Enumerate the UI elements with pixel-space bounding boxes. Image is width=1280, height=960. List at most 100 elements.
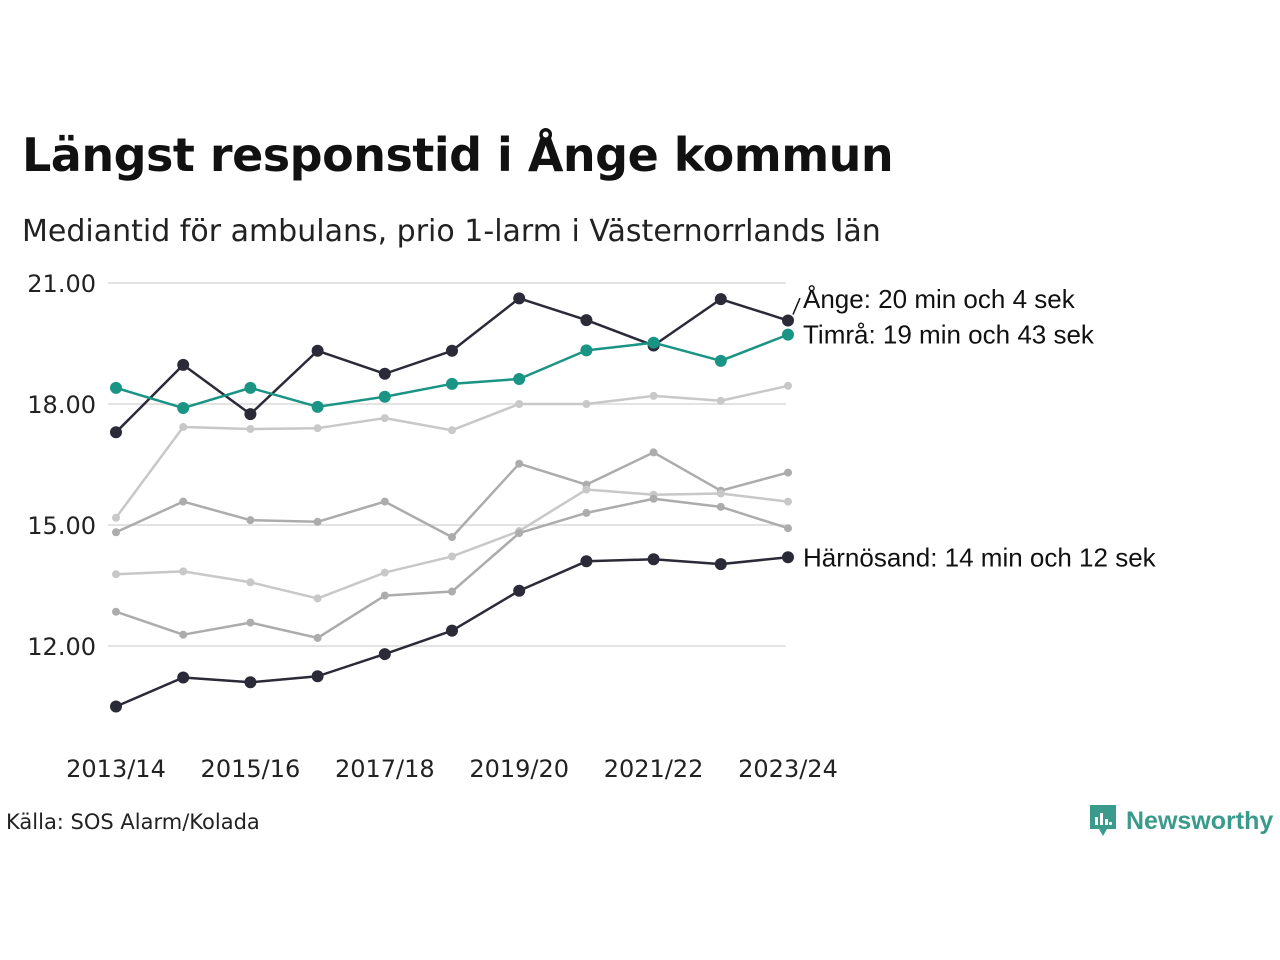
data-point bbox=[784, 524, 792, 533]
data-point bbox=[311, 400, 324, 413]
data-point bbox=[313, 594, 322, 603]
data-point bbox=[179, 497, 188, 506]
brand-logo: Newsworthy bbox=[1088, 803, 1273, 839]
data-point bbox=[380, 414, 389, 423]
data-point bbox=[380, 568, 389, 577]
page-subtitle: Mediantid för ambulans, prio 1-larm i Vä… bbox=[22, 214, 881, 249]
data-point bbox=[112, 570, 120, 579]
series-timrå bbox=[110, 328, 794, 415]
data-point bbox=[716, 502, 725, 511]
data-point bbox=[378, 367, 391, 380]
x-tick-label: 2023/24 bbox=[738, 755, 838, 783]
x-tick-label: 2019/20 bbox=[469, 755, 569, 783]
data-point bbox=[782, 314, 794, 327]
x-tick-label: 2015/16 bbox=[201, 755, 301, 783]
y-tick-label: 18.00 bbox=[27, 391, 96, 419]
data-point bbox=[782, 328, 794, 341]
data-point bbox=[446, 377, 458, 390]
series-other bbox=[112, 381, 792, 522]
data-point bbox=[784, 468, 792, 477]
data-point bbox=[177, 402, 190, 415]
y-tick-label: 15.00 bbox=[27, 512, 96, 540]
data-point bbox=[313, 633, 322, 642]
data-point bbox=[244, 381, 257, 394]
data-point bbox=[244, 676, 257, 689]
x-axis-ticks: 2013/14 2015/16 2017/18 2019/20 2021/22 2023/… bbox=[66, 755, 838, 783]
data-point bbox=[380, 591, 389, 600]
data-point bbox=[515, 400, 524, 408]
page-title: Längst responstid i Ånge kommun bbox=[22, 128, 894, 182]
series-label: Timrå: 19 min och 43 sek bbox=[803, 320, 1095, 350]
data-point bbox=[513, 584, 526, 597]
data-point bbox=[110, 381, 122, 394]
data-point bbox=[380, 497, 389, 506]
data-point bbox=[580, 344, 593, 357]
data-point bbox=[313, 424, 322, 433]
series-label: Ånge: 20 min och 4 sek bbox=[803, 284, 1076, 314]
data-point bbox=[246, 578, 255, 587]
data-point bbox=[716, 489, 725, 498]
data-point bbox=[110, 700, 122, 713]
series-ånge bbox=[110, 292, 794, 439]
data-point bbox=[647, 553, 660, 566]
data-point bbox=[716, 396, 725, 405]
data-point bbox=[582, 400, 591, 408]
data-point bbox=[784, 497, 792, 506]
data-point bbox=[582, 508, 591, 517]
y-tick-label: 12.00 bbox=[27, 633, 96, 661]
gridlines bbox=[108, 282, 786, 647]
data-point bbox=[446, 344, 458, 357]
x-tick-label: 2021/22 bbox=[604, 755, 704, 783]
data-point bbox=[112, 607, 120, 616]
data-point bbox=[649, 494, 658, 503]
data-point bbox=[179, 630, 188, 639]
data-point bbox=[784, 381, 792, 390]
label-leader-line bbox=[792, 297, 801, 315]
data-point bbox=[179, 422, 188, 431]
data-point bbox=[311, 344, 324, 357]
x-tick-label: 2013/14 bbox=[66, 755, 166, 783]
data-point bbox=[244, 408, 257, 421]
brand-name: Newsworthy bbox=[1126, 806, 1274, 835]
data-point bbox=[378, 390, 391, 403]
data-point bbox=[177, 358, 190, 371]
data-point bbox=[647, 336, 660, 349]
data-point bbox=[580, 314, 593, 327]
data-point bbox=[112, 528, 120, 537]
data-point bbox=[112, 513, 120, 522]
data-point bbox=[649, 391, 658, 400]
data-point bbox=[448, 426, 456, 435]
data-point bbox=[580, 555, 593, 568]
data-point bbox=[246, 516, 255, 525]
newsworthy-logo-icon bbox=[1090, 805, 1116, 836]
data-point bbox=[177, 671, 190, 684]
series-line bbox=[114, 384, 789, 519]
data-point bbox=[515, 459, 524, 468]
series-other bbox=[112, 485, 792, 603]
x-tick-label: 2017/18 bbox=[335, 755, 435, 783]
series-line bbox=[115, 297, 789, 434]
data-point bbox=[311, 670, 324, 683]
series-line bbox=[115, 488, 789, 600]
data-point bbox=[582, 485, 591, 494]
data-point bbox=[515, 529, 524, 538]
data-point bbox=[513, 372, 526, 385]
data-point bbox=[714, 558, 727, 571]
series-härnösand bbox=[110, 551, 794, 713]
data-point bbox=[448, 587, 456, 596]
y-axis-ticks: 12.00 15.00 18.00 21.00 bbox=[27, 270, 96, 661]
series-label: Härnösand: 14 min och 12 sek bbox=[803, 542, 1157, 572]
data-point bbox=[714, 293, 727, 306]
series-other bbox=[112, 494, 792, 642]
data-point bbox=[179, 567, 188, 576]
data-point bbox=[378, 648, 391, 661]
data-point bbox=[714, 354, 727, 367]
data-point bbox=[782, 551, 794, 564]
data-point bbox=[448, 552, 456, 561]
data-point bbox=[313, 517, 322, 526]
series-line bbox=[115, 497, 789, 640]
data-point bbox=[649, 448, 658, 457]
series-group bbox=[110, 292, 794, 713]
data-point bbox=[513, 292, 526, 305]
